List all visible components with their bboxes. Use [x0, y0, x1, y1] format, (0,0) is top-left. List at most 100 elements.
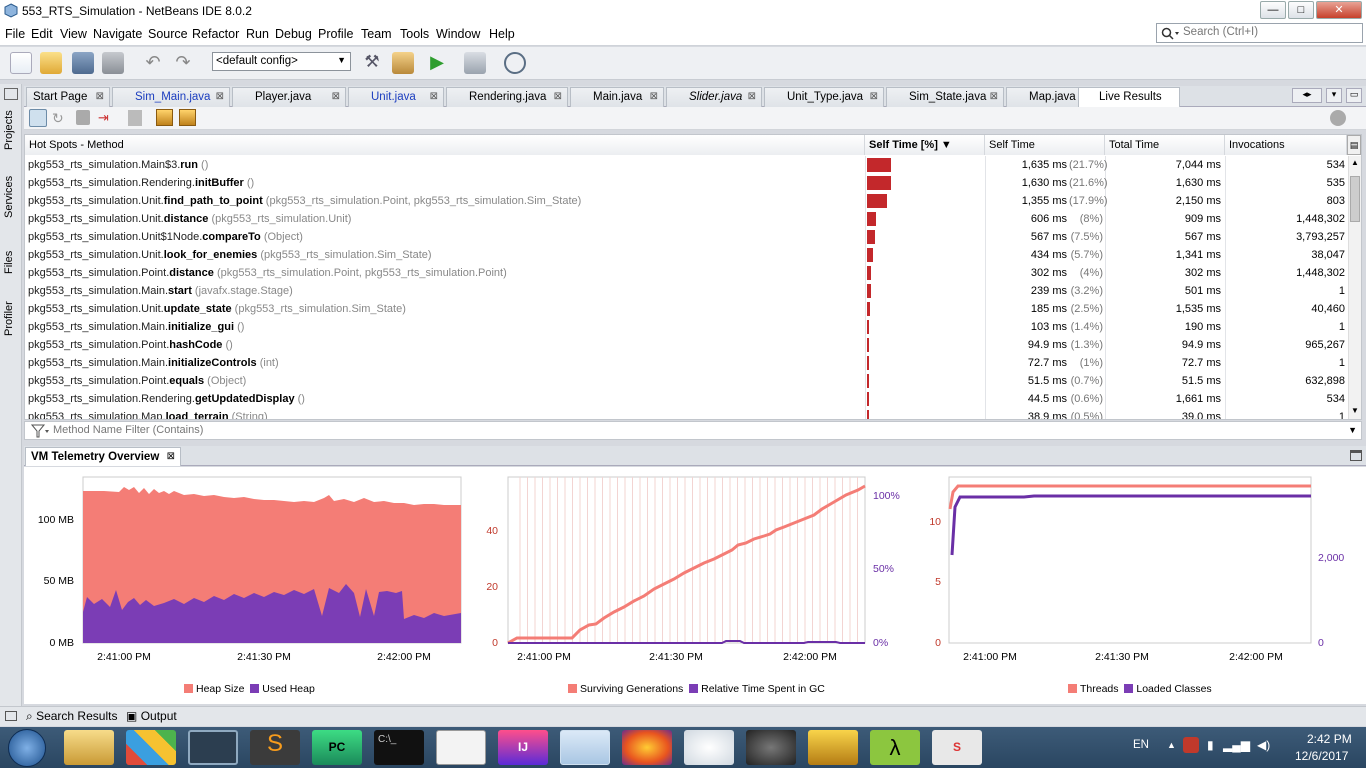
- table-row[interactable]: pkg553_rts_simulation.Rendering.initBuff…: [25, 174, 1347, 192]
- menu-help[interactable]: Help: [489, 27, 515, 41]
- table-vertical-scrollbar[interactable]: ▲ ▼: [1348, 156, 1361, 419]
- side-tab-projects[interactable]: Projects: [3, 110, 15, 150]
- close-tab-icon[interactable]: ⊠: [649, 91, 658, 102]
- volume-icon[interactable]: ◀): [1257, 738, 1271, 752]
- table-row[interactable]: pkg553_rts_simulation.Main$3.run () 1,635…: [25, 156, 1347, 174]
- menu-team[interactable]: Team: [361, 27, 392, 41]
- tab-scroll-arrows-icon[interactable]: ◂▸: [1292, 88, 1322, 103]
- antivirus-icon[interactable]: [1183, 737, 1199, 753]
- config-select[interactable]: <default config> ▼: [212, 52, 351, 71]
- method-filter-field[interactable]: Method Name Filter (Contains) ▼: [24, 421, 1362, 440]
- undo-icon[interactable]: ↶: [145, 52, 161, 72]
- menu-source[interactable]: Source: [148, 27, 188, 41]
- scroll-down-icon[interactable]: ▼: [1351, 406, 1359, 415]
- tab-unit-type[interactable]: Unit_Type.java ⊠: [764, 87, 884, 107]
- menu-navigate[interactable]: Navigate: [93, 27, 143, 41]
- restore-window-group-icon[interactable]: [4, 88, 18, 100]
- table-row[interactable]: pkg553_rts_simulation.Unit.find_path_to_…: [25, 192, 1347, 210]
- open-project-icon[interactable]: [72, 52, 94, 74]
- col-header-self-time[interactable]: Self Time: [985, 135, 1105, 155]
- clock-date[interactable]: 12/6/2017: [1295, 749, 1349, 763]
- hotspots-table[interactable]: Hot Spots - Method Self Time [%] ▼ Self …: [24, 134, 1362, 420]
- side-tab-profiler[interactable]: Profiler: [3, 301, 15, 336]
- menu-profile[interactable]: Profile: [318, 27, 354, 41]
- menu-window[interactable]: Window: [436, 27, 481, 41]
- table-row[interactable]: pkg553_rts_simulation.Main.start (javafx…: [25, 282, 1347, 300]
- table-row[interactable]: pkg553_rts_simulation.Unit.update_state …: [25, 300, 1347, 318]
- search-input[interactable]: Search (Ctrl+I): [1156, 23, 1363, 43]
- network-icon[interactable]: ▂▄▆: [1223, 738, 1250, 752]
- guitar-pro-icon[interactable]: [746, 730, 796, 765]
- search-results-tab[interactable]: ⌕ Search Results: [26, 709, 118, 723]
- close-tab-icon[interactable]: ⊠: [747, 91, 756, 102]
- export-icon[interactable]: [156, 109, 173, 126]
- close-tab-icon[interactable]: ⊠: [95, 91, 104, 102]
- close-tab-icon[interactable]: ⊠: [989, 91, 998, 102]
- close-tab-icon[interactable]: ⊠: [331, 91, 340, 102]
- menu-run[interactable]: Run: [246, 27, 269, 41]
- delete-results-icon[interactable]: [76, 110, 90, 125]
- minimize-button[interactable]: —: [1260, 1, 1286, 19]
- tab-start-page[interactable]: Start Page ⊠: [26, 87, 110, 107]
- chart-app-icon[interactable]: [436, 730, 486, 765]
- intellij-icon[interactable]: IJ: [498, 730, 548, 765]
- pycharm-icon[interactable]: PC: [312, 730, 362, 765]
- col-header-invocations[interactable]: Invocations: [1225, 135, 1347, 155]
- clean-build-icon[interactable]: [392, 52, 414, 74]
- col-header-method[interactable]: Hot Spots - Method: [25, 135, 865, 155]
- menu-tools[interactable]: Tools: [400, 27, 430, 41]
- tab-main[interactable]: Main.java ⊠: [570, 87, 664, 107]
- menu-refactor[interactable]: Refactor: [192, 27, 240, 41]
- save-all-icon[interactable]: [102, 52, 124, 74]
- close-tab-icon[interactable]: ⊠: [166, 451, 175, 462]
- tab-slider[interactable]: Slider.java ⊠: [666, 87, 762, 107]
- table-row[interactable]: pkg553_rts_simulation.Point.equals (Obje…: [25, 372, 1347, 390]
- build-hammer-icon[interactable]: ⚒: [364, 52, 380, 71]
- table-row[interactable]: pkg553_rts_simulation.Map.load_terrain (…: [25, 408, 1347, 419]
- tab-vm-telemetry[interactable]: VM Telemetry Overview ⊠: [25, 447, 181, 466]
- save-image-icon[interactable]: [179, 109, 196, 126]
- show-hidden-icons-icon[interactable]: ▲: [1167, 740, 1176, 750]
- restore-group-icon[interactable]: [5, 711, 17, 721]
- tab-rendering[interactable]: Rendering.java ⊠: [446, 87, 568, 107]
- menu-debug[interactable]: Debug: [275, 27, 312, 41]
- close-tab-icon[interactable]: ⊠: [429, 91, 438, 102]
- git-client-icon[interactable]: [126, 730, 176, 765]
- sublime-text-icon[interactable]: S: [250, 730, 300, 765]
- refresh-icon[interactable]: ↻: [52, 110, 64, 126]
- start-button-icon[interactable]: [8, 729, 46, 767]
- s-app-icon[interactable]: S: [932, 730, 982, 765]
- close-button[interactable]: ✕: [1316, 1, 1362, 19]
- col-header-self-pct[interactable]: Self Time [%] ▼: [865, 135, 985, 155]
- col-header-total-time[interactable]: Total Time: [1105, 135, 1225, 155]
- clock-time[interactable]: 2:42 PM: [1307, 732, 1352, 746]
- close-tab-icon[interactable]: ⊠: [553, 91, 562, 102]
- lambda-app-icon[interactable]: λ: [870, 730, 920, 765]
- table-row[interactable]: pkg553_rts_simulation.Main.initialize_gu…: [25, 318, 1347, 336]
- maximize-button[interactable]: □: [1288, 1, 1314, 19]
- scroll-up-icon[interactable]: ▲: [1351, 158, 1359, 167]
- maximize-editor-icon[interactable]: ▭: [1346, 88, 1362, 103]
- command-prompt-icon[interactable]: C:\_: [374, 730, 424, 765]
- firefox-icon[interactable]: [622, 730, 672, 765]
- menu-view[interactable]: View: [60, 27, 87, 41]
- output-tab[interactable]: ▣ Output: [126, 709, 177, 723]
- tab-list-dropdown-icon[interactable]: ▾: [1326, 88, 1342, 103]
- menu-edit[interactable]: Edit: [31, 27, 53, 41]
- editor-app-icon[interactable]: [188, 730, 238, 765]
- table-row[interactable]: pkg553_rts_simulation.Main.initializeCon…: [25, 354, 1347, 372]
- minimize-panel-icon[interactable]: [1350, 450, 1362, 461]
- column-chooser-icon[interactable]: ▤: [1347, 135, 1361, 155]
- new-file-icon[interactable]: [10, 52, 32, 74]
- table-row[interactable]: pkg553_rts_simulation.Unit$1Node.compare…: [25, 228, 1347, 246]
- table-row[interactable]: pkg553_rts_simulation.Unit.distance (pkg…: [25, 210, 1347, 228]
- close-tab-icon[interactable]: ⊠: [869, 91, 878, 102]
- table-row[interactable]: pkg553_rts_simulation.Point.hashCode () 9…: [25, 336, 1347, 354]
- redo-icon[interactable]: ↷: [175, 52, 191, 72]
- side-tab-files[interactable]: Files: [3, 250, 15, 274]
- netbeans-taskbar-icon[interactable]: [560, 730, 610, 765]
- device-icon[interactable]: ▮: [1207, 738, 1214, 752]
- debug-icon[interactable]: [464, 52, 486, 74]
- fl-studio-icon[interactable]: [808, 730, 858, 765]
- table-row[interactable]: pkg553_rts_simulation.Point.distance (pk…: [25, 264, 1347, 282]
